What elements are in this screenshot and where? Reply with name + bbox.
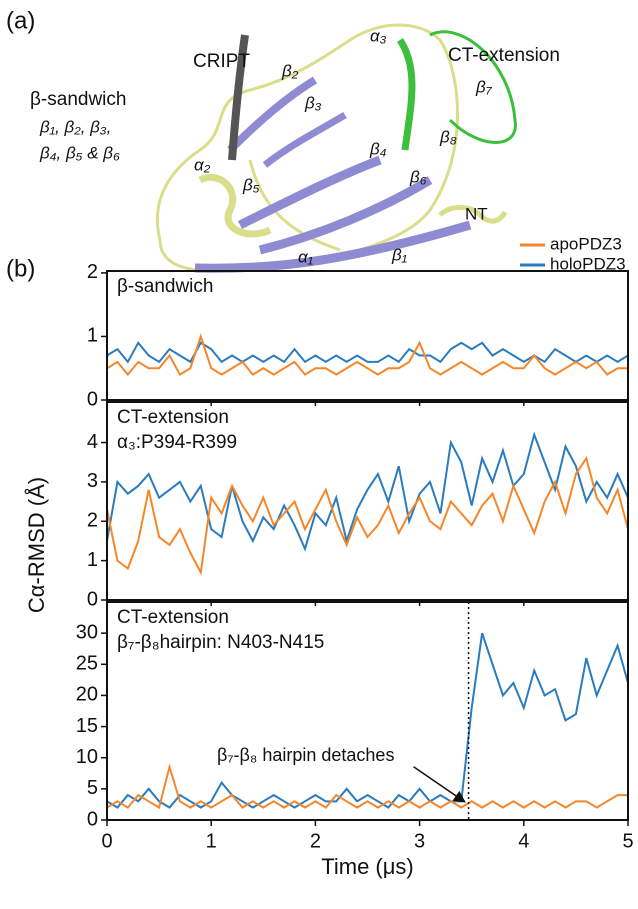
loop	[248, 159, 341, 252]
structure-label: NT	[465, 204, 488, 223]
structure-label: β₄, β₅ & β₆	[39, 143, 120, 162]
y-tick-label: 2	[87, 510, 98, 532]
y-tick-label: 1	[87, 549, 98, 571]
y-tick-label: 25	[76, 653, 98, 675]
ct-helix	[397, 38, 416, 151]
y-tick-label: 10	[76, 746, 98, 768]
panel-title: β₇-β₈hairpin: N403-N415	[117, 632, 324, 653]
plot-frame	[106, 601, 629, 821]
structure-label: β₈	[439, 127, 457, 146]
structure-label: CT-extension	[448, 45, 560, 66]
y-tick-label: 2	[87, 261, 98, 283]
cript-peptide	[228, 34, 249, 161]
panel-title: β-sandwich	[117, 276, 213, 297]
annotation: β₇-β₈ hairpin detaches	[217, 745, 394, 765]
helix-a2	[198, 173, 272, 238]
annotation-arrow	[413, 766, 466, 803]
y-tick-label: 20	[76, 684, 98, 706]
y-tick-label: 4	[87, 431, 98, 453]
panel-label: (b)	[6, 255, 35, 282]
panel-label: (a)	[6, 7, 35, 34]
structure-label: β₁	[391, 245, 407, 264]
series-line	[106, 431, 629, 552]
x-tick-label: 3	[414, 830, 425, 852]
structure-label: CRIPT	[193, 51, 250, 72]
y-tick-label: 15	[76, 715, 98, 737]
legend-label: holoPDZ3	[550, 254, 626, 273]
x-tick-label: 4	[518, 830, 529, 852]
strand-b2	[227, 76, 318, 153]
panel-title: CT-extension	[117, 607, 229, 628]
structure-label: α₂	[194, 155, 211, 174]
y-tick-label: 0	[87, 588, 98, 610]
series-line	[106, 341, 629, 364]
plot-frame	[106, 401, 629, 601]
ct-loop	[429, 30, 517, 144]
x-tick-label: 0	[101, 830, 112, 852]
strand-b1	[194, 220, 472, 273]
x-tick-label: 1	[206, 830, 217, 852]
y-tick-label: 0	[87, 808, 98, 830]
structure-label: β₇	[475, 77, 493, 96]
y-tick-label: 3	[87, 470, 98, 492]
series-line	[106, 632, 629, 809]
structure-label: β₆	[409, 167, 427, 186]
structure-label: β₅	[242, 175, 260, 194]
structure-drawing	[155, 23, 517, 273]
series-line	[106, 455, 629, 576]
x-tick-label: 2	[310, 830, 321, 852]
structure-label: β₁, β₂, β₃,	[39, 117, 111, 136]
nt-loop	[438, 205, 508, 224]
panel-title: CT-extension	[117, 407, 229, 428]
structure-label: α₃	[370, 26, 387, 45]
plot-frame	[106, 270, 629, 401]
strand-b6	[258, 176, 433, 255]
panel-title: α₃:P394-R399	[117, 432, 237, 453]
x-axis-label: Time (μs)	[321, 854, 414, 879]
structure-label: β₃	[304, 93, 322, 112]
structure-label: β₄	[369, 139, 387, 158]
strand-b5	[237, 155, 382, 230]
x-tick-label: 5	[622, 830, 633, 852]
structure-label: β-sandwich	[30, 89, 126, 110]
series-line	[106, 763, 628, 810]
structure-label: α₁	[298, 247, 313, 266]
legend-label: apoPDZ3	[550, 234, 622, 253]
y-tick-label: 30	[76, 621, 98, 643]
series-line	[106, 333, 628, 377]
y-axis-label: Cα-RMSD (Å)	[24, 477, 49, 613]
structure-label: β₂	[281, 61, 299, 80]
y-tick-label: 0	[87, 388, 98, 410]
y-tick-label: 1	[87, 325, 98, 347]
strand-b3	[262, 111, 347, 168]
y-tick-label: 5	[87, 777, 98, 799]
